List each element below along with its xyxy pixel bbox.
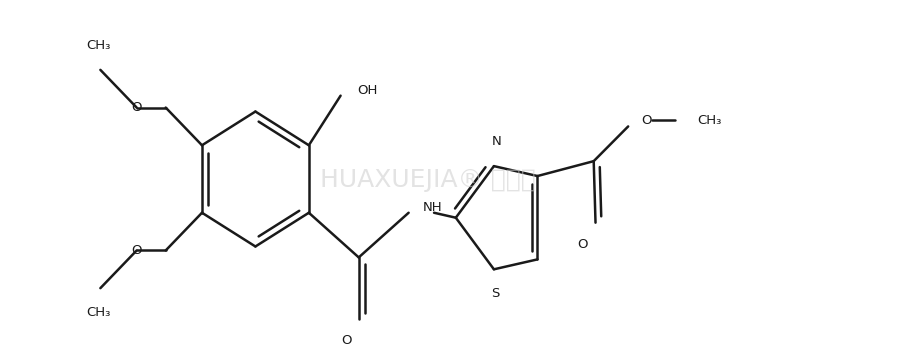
Text: CH₃: CH₃ — [86, 306, 111, 319]
Text: O: O — [340, 334, 351, 347]
Text: CH₃: CH₃ — [86, 39, 111, 52]
Text: O: O — [131, 101, 142, 114]
Text: O: O — [578, 238, 588, 251]
Text: CH₃: CH₃ — [697, 114, 722, 127]
Text: OH: OH — [357, 84, 378, 97]
Text: HUAXUEJIA® 化学加: HUAXUEJIA® 化学加 — [320, 169, 536, 192]
Text: S: S — [491, 287, 500, 300]
Text: O: O — [641, 114, 652, 127]
Text: O: O — [131, 244, 142, 257]
Text: NH: NH — [423, 201, 443, 214]
Text: N: N — [491, 135, 501, 148]
